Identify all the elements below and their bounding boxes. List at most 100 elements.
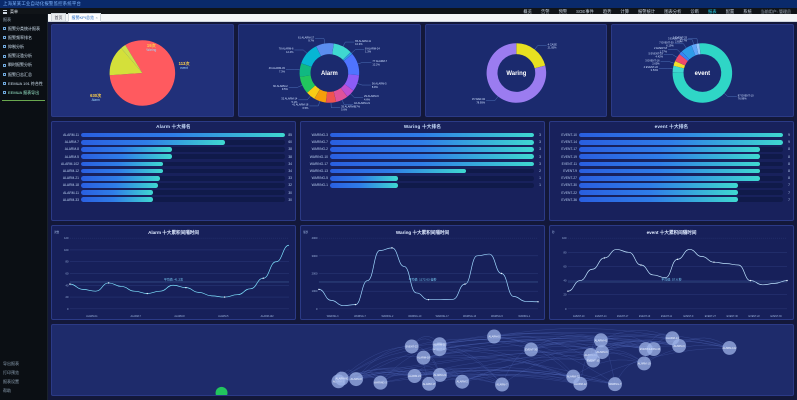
graph-node[interactable]: [595, 345, 610, 360]
sidebar-item-6[interactable]: EEMUA 191 符合性: [0, 79, 47, 88]
menu-item-5[interactable]: 计算: [620, 9, 630, 14]
bar-track: [330, 168, 534, 174]
donut-percent-0: 21.05%: [547, 46, 556, 50]
sidebar-header: 报表: [3, 16, 11, 22]
graph-node[interactable]: [455, 374, 470, 389]
graph-edge: [462, 338, 673, 382]
graph-node-label: ALARM-60: [335, 377, 348, 381]
sidebar-item-label: 报警日志汇总: [8, 71, 32, 77]
sidebar-item-7[interactable]: EEMUA 报表导出: [0, 88, 47, 97]
average-annotation: 平均值: 57.6 秒: [661, 276, 681, 281]
graph-node[interactable]: [566, 369, 581, 384]
donut-leader-5: [674, 43, 687, 49]
bar-track: [579, 147, 783, 152]
menu-item-10[interactable]: 配置: [725, 9, 735, 14]
graph-node[interactable]: [407, 368, 422, 383]
graph-node[interactable]: [672, 338, 687, 353]
chart-card-alarm-interval: Alarm 十大累积间隔时间 次数 120 100 80 60 40 20 0 平均值: 41.2…: [51, 225, 296, 320]
graph-edge: [494, 328, 673, 339]
bar-track: [81, 161, 285, 167]
graph-edge: [341, 368, 574, 379]
menu-item-8[interactable]: 诊断: [690, 9, 699, 14]
sidebar-item-5[interactable]: 报警日志汇总: [0, 70, 47, 79]
bar-row: EVENT-27 8: [553, 175, 790, 182]
graph-node[interactable]: [334, 371, 349, 386]
chart-card-overall-pie: 19次 Waring 113次 event 630次 Alarm: [51, 24, 234, 117]
menu-item-9[interactable]: 报表: [707, 9, 717, 14]
donut-label-11: 78 ALARM-6: [279, 47, 294, 51]
graph-node[interactable]: [373, 375, 388, 390]
graph-node-label: ALARM-8: [351, 377, 363, 381]
sidebar-item-3[interactable]: 报警泛滥分析: [0, 52, 47, 61]
menu-item-2[interactable]: 预警: [558, 9, 568, 14]
graph-node[interactable]: [422, 376, 437, 391]
graph-edge: [602, 340, 730, 353]
bar-fill: [579, 161, 761, 167]
x-tick: EVENT-11: [661, 315, 673, 318]
sidebar-item-4[interactable]: 瞬时报警分析: [0, 61, 47, 70]
donut-leader-3: [664, 54, 678, 58]
graph-edge: [501, 354, 591, 385]
donut-label-5: 7 EVENT-30: [660, 40, 675, 44]
sidebar-bottom-item-2[interactable]: 报表设置: [3, 379, 19, 385]
graph-node[interactable]: [608, 377, 622, 392]
graph-node[interactable]: [432, 337, 447, 352]
bar-value: 30: [288, 197, 292, 202]
graph-node[interactable]: [593, 333, 608, 348]
graph-edge: [338, 351, 603, 382]
bar-label: WARING-2: [311, 147, 328, 152]
graph-node[interactable]: [433, 367, 447, 382]
graph-node[interactable]: [487, 329, 502, 344]
sidebar-bottom-item-1[interactable]: 打印预览: [3, 370, 19, 376]
data-point: [391, 247, 393, 249]
sidebar-item-2[interactable]: 抑制分析: [0, 42, 47, 51]
menu-item-0[interactable]: 概览: [523, 9, 532, 14]
bar-label: EVENT-27: [561, 176, 577, 181]
graph-node[interactable]: [722, 340, 737, 355]
bar-value: 7: [788, 197, 790, 202]
donut-slice-7: [696, 43, 701, 55]
graph-node-label: ALARM-102: [722, 346, 737, 350]
bar-value: 32: [288, 183, 292, 188]
graph-node-label: WARING-3: [374, 381, 387, 385]
tab-1[interactable]: 报警KPI总览 ×: [68, 13, 102, 22]
donut-leader-11: [294, 49, 307, 54]
graph-node[interactable]: [416, 350, 431, 365]
bar-value: 8: [788, 176, 790, 181]
graph-root-node[interactable]: [215, 386, 228, 396]
close-icon[interactable]: ×: [95, 14, 98, 20]
bar-track: [81, 197, 285, 203]
sidebar-bottom-item-0[interactable]: 导出报表: [3, 360, 19, 366]
graph-node-label: ALARM-41: [595, 338, 608, 342]
menu-item-3[interactable]: SOE事件: [576, 9, 594, 14]
donut-label-1: 4 EVENT-22: [644, 65, 659, 69]
graph-node[interactable]: [495, 377, 509, 392]
bar-list-event: EVENT-10 9 EVENT-14 9 EVENT-17 8 EVENT-19 8 EVEN…: [550, 130, 793, 205]
menu-item-7[interactable]: 图表分析: [664, 9, 682, 14]
graph-node[interactable]: [638, 342, 653, 357]
average-annotation: 平均值: 1172.63 毫秒: [409, 276, 437, 281]
tab-0[interactable]: 首页: [51, 13, 66, 22]
bar-label: EVENT-10: [561, 133, 577, 138]
hamburger-icon[interactable]: [3, 10, 7, 14]
graph-node[interactable]: [586, 353, 601, 368]
donut-percent-1: 3.54%: [651, 68, 659, 72]
chart-card-waring-donut: 4 CASE 21.05% 15 WAR-02 78.95% Waring: [424, 24, 608, 117]
graph-node[interactable]: [404, 339, 419, 354]
bar-label: WARING-17: [309, 161, 328, 166]
sidebar-item-1[interactable]: 报警频率排名: [0, 33, 47, 42]
menu-item-6[interactable]: 报警统计: [638, 9, 656, 14]
graph-node[interactable]: [637, 356, 652, 371]
sidebar-item-0[interactable]: 报警分类统计报表: [0, 24, 47, 33]
sidebar-bottom-item-3[interactable]: 帮助: [3, 388, 11, 394]
bar-fill: [330, 139, 534, 145]
menu-item-4[interactable]: 趋势: [602, 9, 612, 14]
graph-node[interactable]: [349, 372, 364, 387]
menu-item-11[interactable]: 系统: [743, 9, 752, 14]
menu-item-1[interactable]: 告警: [540, 9, 550, 14]
donut-slice-7: [314, 89, 327, 103]
donut-label-0: 4 CASE: [547, 42, 556, 46]
graph-node[interactable]: [524, 342, 539, 357]
donut-leader-9: [288, 85, 303, 88]
graph-edge: [423, 356, 616, 385]
